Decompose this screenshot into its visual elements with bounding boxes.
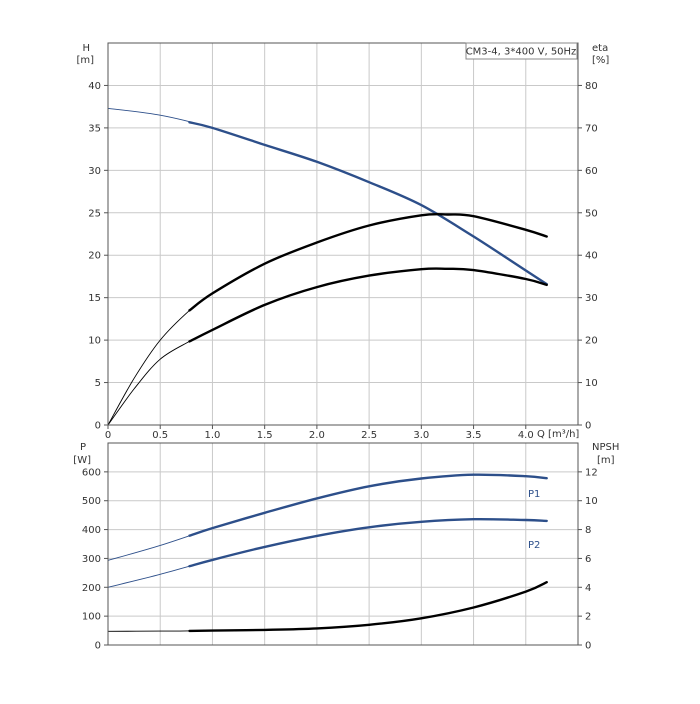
bottom-plot-grid bbox=[108, 443, 578, 645]
tick-label-left: 100 bbox=[82, 612, 101, 623]
tick-label-left: 300 bbox=[82, 554, 101, 565]
tick-label-right: 8 bbox=[585, 525, 591, 536]
tick-label-x: 1.5 bbox=[257, 430, 273, 441]
top-plot-border bbox=[107, 42, 579, 426]
bottom-plot-curves bbox=[107, 473, 548, 633]
tick-label-left: 200 bbox=[82, 583, 101, 594]
bottom-left-axis-unit: [W] bbox=[73, 455, 91, 466]
bottom-plot-frame bbox=[104, 442, 582, 646]
series-label-p2: P2 bbox=[528, 540, 540, 551]
tick-label-right: 2 bbox=[585, 612, 591, 623]
tick-label-left: 400 bbox=[82, 525, 101, 536]
tick-label-right: 40 bbox=[585, 251, 598, 262]
tick-label-x: 0.5 bbox=[152, 430, 168, 441]
x-axis-label: Q [m³/h] bbox=[537, 429, 579, 440]
tick-label-x: 0 bbox=[105, 430, 111, 441]
tick-label-right: 0 bbox=[585, 641, 591, 652]
bottom-plot-border bbox=[107, 442, 579, 646]
bottom-right-axis-unit: [m] bbox=[597, 455, 615, 466]
tick-label-left: 5 bbox=[95, 378, 101, 389]
tick-label-right: 80 bbox=[585, 81, 598, 92]
top-right-axis-unit: [%] bbox=[592, 55, 609, 66]
series-label-p1: P1 bbox=[528, 489, 540, 500]
tick-label-right: 4 bbox=[585, 583, 591, 594]
top-plot-curves bbox=[107, 107, 548, 426]
series-duty-line-curve-2 bbox=[188, 212, 548, 312]
chart-title: CM3-4, 3*400 V, 50Hz bbox=[466, 47, 577, 58]
series-duty-line-p2 bbox=[188, 517, 548, 568]
bottom-right-axis-label: NPSH bbox=[592, 442, 619, 453]
tick-label-right: 12 bbox=[585, 467, 598, 478]
tick-label-x: 2.0 bbox=[309, 430, 325, 441]
top-left-axis-unit: [m] bbox=[76, 55, 94, 66]
tick-label-right: 20 bbox=[585, 336, 598, 347]
chart-title-box bbox=[465, 42, 578, 60]
tick-label-right: 50 bbox=[585, 208, 598, 219]
top-left-axis-label: H bbox=[82, 43, 90, 54]
tick-label-right: 10 bbox=[585, 496, 598, 507]
tick-label-left: 10 bbox=[88, 336, 101, 347]
tick-label-left: 35 bbox=[88, 123, 101, 134]
tick-label-right: 70 bbox=[585, 123, 598, 134]
tick-label-x: 3.5 bbox=[466, 430, 482, 441]
tick-label-right: 0 bbox=[585, 421, 591, 432]
tick-label-right: 30 bbox=[585, 293, 598, 304]
tick-label-right: 60 bbox=[585, 166, 598, 177]
tick-label-x: 2.5 bbox=[361, 430, 377, 441]
series-duty-line-curve-1 bbox=[188, 121, 548, 286]
tick-label-left: 500 bbox=[82, 496, 101, 507]
tick-label-x: 4.0 bbox=[518, 430, 534, 441]
bottom-left-axis-label: P bbox=[80, 442, 86, 453]
tick-label-right: 10 bbox=[585, 378, 598, 389]
top-plot-tick-labels: 0 5 10 15 20 25 30 35 40 0 10 20 30 40 50 60 70 80 0 0.5 1.0… bbox=[88, 81, 597, 441]
top-right-axis-label: eta bbox=[592, 43, 608, 54]
bottom-plot-tick-labels: 0 100 200 300 400 500 600 0 2 4 6 8 10 12 bbox=[82, 467, 598, 651]
tick-label-right: 6 bbox=[585, 554, 591, 565]
series-duty-line-curve-3 bbox=[188, 581, 548, 633]
tick-label-left: 600 bbox=[82, 467, 101, 478]
tick-label-left: 30 bbox=[88, 166, 101, 177]
tick-label-left: 25 bbox=[88, 208, 101, 219]
tick-label-left: 20 bbox=[88, 251, 101, 262]
tick-label-left: 15 bbox=[88, 293, 101, 304]
top-plot-grid bbox=[108, 43, 578, 425]
tick-label-left: 0 bbox=[95, 421, 101, 432]
tick-label-left: 40 bbox=[88, 81, 101, 92]
top-plot-frame bbox=[104, 42, 582, 429]
tick-label-x: 1.0 bbox=[204, 430, 220, 441]
series-duty-line-p1 bbox=[188, 473, 548, 537]
series-duty-line-curve-3 bbox=[188, 267, 548, 343]
tick-label-left: 0 bbox=[95, 641, 101, 652]
tick-label-x: 3.0 bbox=[413, 430, 429, 441]
